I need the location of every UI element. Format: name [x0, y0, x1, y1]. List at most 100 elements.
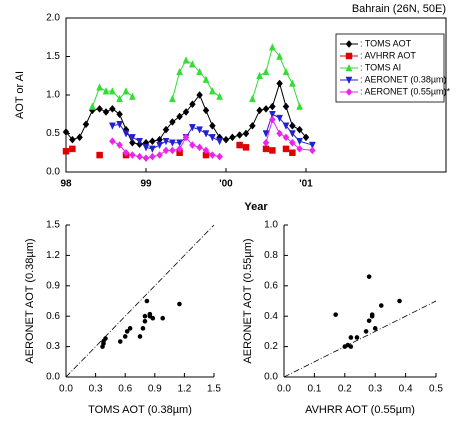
marker: [202, 146, 210, 155]
x-tick-label: 99: [140, 179, 152, 190]
y-tick-label: 0.0: [46, 372, 60, 383]
scatter-point: [348, 335, 354, 340]
x-tick-label: 0.2: [338, 384, 352, 395]
scatter-point: [177, 301, 182, 307]
marker: [296, 137, 303, 146]
marker: [282, 122, 290, 130]
marker: [69, 145, 76, 153]
y-tick-label: 1.0: [264, 220, 278, 231]
series-line: [91, 46, 301, 107]
marker: [189, 60, 196, 68]
x-tick-label: 0.4: [399, 384, 413, 395]
y-tick-label: 0.3: [46, 341, 60, 352]
marker: [196, 126, 203, 134]
marker: [176, 67, 183, 76]
marker: [176, 112, 183, 121]
marker: [169, 94, 176, 103]
scatter-point: [366, 274, 372, 279]
scatter-point: [137, 334, 143, 339]
marker: [149, 137, 156, 146]
marker: [196, 91, 203, 99]
scatter-point: [366, 318, 372, 324]
marker: [96, 151, 103, 159]
marker: [302, 133, 310, 142]
marker: [296, 102, 303, 110]
marker: [289, 130, 296, 138]
marker: [182, 133, 190, 142]
marker: [189, 141, 196, 149]
marker: [262, 104, 270, 113]
y-axis-label: AERONET AOT (0.38µm): [24, 238, 36, 363]
marker: [162, 137, 170, 146]
scatter-point: [147, 311, 153, 317]
marker: [242, 144, 250, 151]
scatter-point: [127, 326, 133, 331]
marker: [109, 137, 116, 146]
marker: [136, 152, 143, 161]
marker: [236, 131, 243, 139]
scatter-point: [142, 318, 148, 324]
reference-line: [283, 300, 437, 378]
y-tick-label: 0.8: [264, 250, 278, 261]
marker: [276, 79, 283, 88]
y-tick-label: 1.0: [46, 90, 60, 101]
marker: [269, 115, 276, 124]
marker: [202, 75, 210, 83]
marker: [136, 137, 143, 146]
y-tick-label: 2.0: [46, 13, 60, 24]
marker: [345, 63, 353, 72]
series-line: [112, 113, 313, 150]
marker: [129, 92, 136, 100]
x-tick-label: 0.9: [148, 384, 162, 395]
marker: [229, 133, 236, 142]
scatter-point: [369, 313, 375, 319]
scatter-point: [150, 315, 156, 321]
marker: [256, 106, 263, 115]
x-tick-label: '01: [299, 179, 313, 190]
marker: [209, 87, 216, 95]
x-tick-label: 0.3: [368, 384, 382, 395]
x-tick-label: 0.1: [307, 384, 321, 395]
x-tick-label: '00: [219, 179, 233, 190]
scatter-point: [144, 298, 150, 304]
marker: [249, 121, 256, 130]
marker: [276, 114, 283, 123]
marker: [262, 130, 270, 138]
marker: [129, 138, 136, 147]
marker: [156, 141, 163, 150]
marker: [116, 110, 123, 119]
marker: [116, 94, 123, 103]
x-tick-label: 0.0: [59, 384, 73, 395]
marker: [176, 139, 183, 147]
marker: [69, 135, 76, 144]
marker: [345, 52, 353, 60]
marker: [122, 87, 130, 95]
marker: [182, 56, 190, 64]
scatter-point: [124, 329, 130, 334]
marker: [176, 145, 183, 153]
marker: [236, 141, 243, 149]
marker: [156, 151, 163, 159]
scatter-point: [363, 329, 369, 334]
marker: [282, 102, 290, 111]
marker: [289, 121, 296, 130]
marker: [216, 137, 223, 146]
scatter-point: [122, 334, 128, 339]
y-tick-label: 0.4: [264, 311, 278, 322]
marker: [96, 104, 103, 113]
marker: [282, 133, 290, 142]
x-tick-label: 0.6: [118, 384, 132, 395]
x-tick-label: 0.3: [89, 384, 103, 395]
legend-label: : AVHRR AOT: [360, 50, 416, 60]
marker: [129, 151, 136, 159]
scatter-point: [378, 303, 384, 308]
marker: [309, 146, 316, 155]
marker: [262, 138, 270, 147]
x-tick-label: 0.5: [429, 384, 443, 395]
marker: [169, 146, 176, 155]
marker: [196, 143, 203, 152]
marker: [96, 83, 103, 91]
marker: [282, 145, 290, 153]
marker: [189, 100, 196, 109]
marker: [129, 134, 136, 142]
